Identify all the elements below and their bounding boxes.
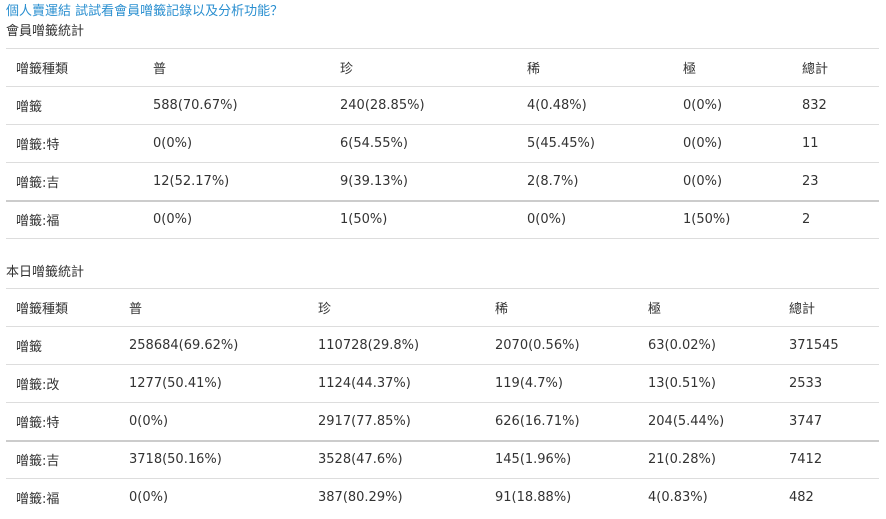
today-stats-title: 本日噌籤統計 [6, 265, 85, 280]
table-cell: 9(39.13%) [330, 162, 517, 201]
table-cell: 832 [792, 86, 879, 125]
member-col-header: 極 [673, 48, 792, 87]
table-cell: 2 [792, 199, 879, 239]
table-row: 噌籤 258684(69.62%) 110728(29.8%) 2070(0.5… [6, 326, 879, 365]
today-header-row: 噌籤種類 普 珍 稀 極 總計 [6, 288, 879, 327]
today-col-header: 噌籤種類 [6, 288, 119, 327]
today-col-header: 珍 [308, 288, 485, 327]
table-cell: 387(80.29%) [308, 478, 485, 517]
member-col-header: 總計 [792, 48, 879, 87]
table-cell: 110728(29.8%) [308, 326, 485, 365]
table-row: 噌籤:特 0(0%) 2917(77.85%) 626(16.71%) 204(… [6, 402, 879, 441]
today-col-header: 極 [638, 288, 779, 327]
table-cell: 119(4.7%) [485, 364, 638, 403]
table-cell: 4(0.48%) [517, 86, 673, 125]
table-cell: 11 [792, 124, 879, 163]
table-cell: 63(0.02%) [638, 326, 779, 365]
table-cell: 噌籤:福 [6, 199, 143, 239]
table-cell: 5(45.45%) [517, 124, 673, 163]
member-col-header: 噌籤種類 [6, 48, 143, 87]
table-cell: 7412 [779, 439, 879, 479]
today-col-header: 普 [119, 288, 308, 327]
table-cell: 6(54.55%) [330, 124, 517, 163]
member-stats-table: 噌籤種類 普 珍 稀 極 總計 噌籤 588(70.67%) 240(28.85… [6, 48, 879, 239]
member-stats-title: 會員噌籤統計 [6, 24, 85, 39]
table-cell: 0(0%) [143, 199, 330, 239]
table-row: 噌籤:福 0(0%) 1(50%) 0(0%) 1(50%) 2 [6, 199, 879, 239]
table-cell: 21(0.28%) [638, 439, 779, 479]
table-cell: 噌籤:吉 [6, 439, 119, 479]
table-cell: 3528(47.6%) [308, 439, 485, 479]
table-cell: 噌籤:特 [6, 402, 119, 441]
table-cell: 噌籤:改 [6, 364, 119, 403]
table-cell: 204(5.44%) [638, 402, 779, 441]
table-cell: 噌籤:福 [6, 478, 119, 517]
table-cell: 2533 [779, 364, 879, 403]
table-cell: 626(16.71%) [485, 402, 638, 441]
today-stats-table: 噌籤種類 普 珍 稀 極 總計 噌籤 258684(69.62%) 110728… [6, 288, 879, 517]
table-cell: 482 [779, 478, 879, 517]
table-cell: 588(70.67%) [143, 86, 330, 125]
table-cell: 3718(50.16%) [119, 439, 308, 479]
table-cell: 0(0%) [673, 86, 792, 125]
table-cell: 0(0%) [673, 124, 792, 163]
member-col-header: 稀 [517, 48, 673, 87]
table-cell: 12(52.17%) [143, 162, 330, 201]
table-row: 噌籤:吉 3718(50.16%) 3528(47.6%) 145(1.96%)… [6, 439, 879, 479]
table-cell: 0(0%) [143, 124, 330, 163]
table-cell: 噌籤:吉 [6, 162, 143, 201]
table-cell: 258684(69.62%) [119, 326, 308, 365]
table-cell: 145(1.96%) [485, 439, 638, 479]
member-col-header: 珍 [330, 48, 517, 87]
table-cell: 1277(50.41%) [119, 364, 308, 403]
table-cell: 13(0.51%) [638, 364, 779, 403]
table-cell: 0(0%) [517, 199, 673, 239]
table-cell: 噌籤 [6, 86, 143, 125]
member-col-header: 普 [143, 48, 330, 87]
table-cell: 4(0.83%) [638, 478, 779, 517]
table-cell: 1124(44.37%) [308, 364, 485, 403]
member-header-row: 噌籤種類 普 珍 稀 極 總計 [6, 48, 879, 87]
table-cell: 23 [792, 162, 879, 201]
table-cell: 0(0%) [119, 402, 308, 441]
member-record-link[interactable]: 個人賣運結 試試看會員噌籤記錄以及分析功能？ [6, 4, 284, 19]
table-cell: 240(28.85%) [330, 86, 517, 125]
table-row: 噌籤:吉 12(52.17%) 9(39.13%) 2(8.7%) 0(0%) … [6, 162, 879, 201]
table-cell: 371545 [779, 326, 879, 365]
table-row: 噌籤:特 0(0%) 6(54.55%) 5(45.45%) 0(0%) 11 [6, 124, 879, 163]
table-row: 噌籤:改 1277(50.41%) 1124(44.37%) 119(4.7%)… [6, 364, 879, 403]
table-cell: 2(8.7%) [517, 162, 673, 201]
table-cell: 0(0%) [119, 478, 308, 517]
table-cell: 2070(0.56%) [485, 326, 638, 365]
table-row: 噌籤 588(70.67%) 240(28.85%) 4(0.48%) 0(0%… [6, 86, 879, 125]
table-cell: 2917(77.85%) [308, 402, 485, 441]
table-cell: 91(18.88%) [485, 478, 638, 517]
table-row: 噌籤:福 0(0%) 387(80.29%) 91(18.88%) 4(0.83… [6, 478, 879, 517]
table-cell: 0(0%) [673, 162, 792, 201]
table-cell: 1(50%) [330, 199, 517, 239]
today-col-header: 總計 [779, 288, 879, 327]
table-cell: 1(50%) [673, 199, 792, 239]
today-col-header: 稀 [485, 288, 638, 327]
table-cell: 噌籤:特 [6, 124, 143, 163]
table-cell: 噌籤 [6, 326, 119, 365]
table-cell: 3747 [779, 402, 879, 441]
